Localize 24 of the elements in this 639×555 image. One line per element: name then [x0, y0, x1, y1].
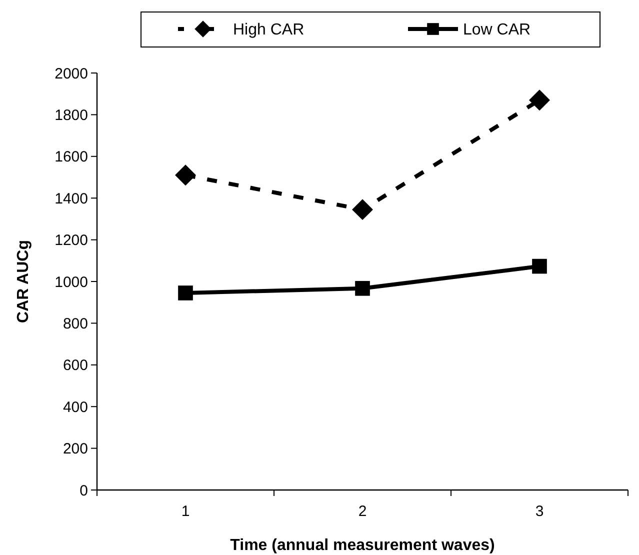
y-tick-label: 1800	[54, 106, 88, 124]
y-tick-label: 400	[62, 398, 88, 416]
point	[532, 258, 547, 274]
y-tick-label: 0	[80, 482, 88, 500]
point	[355, 280, 370, 296]
y-tick-label: 1600	[54, 148, 88, 166]
y-tick-label: 600	[62, 357, 88, 374]
y-axis-title: CAR AUCg	[15, 240, 32, 323]
legend-label: Low CAR	[463, 22, 531, 39]
point	[178, 286, 193, 300]
point	[529, 90, 550, 111]
y-tick-label: 2000	[54, 65, 88, 82]
x-tick-label: 1	[181, 503, 190, 520]
y-tick-label: 200	[62, 440, 88, 458]
y-tick-label: 800	[62, 315, 88, 332]
point	[352, 199, 373, 220]
y-tick-label: 1200	[54, 232, 88, 250]
legend-label: High CAR	[233, 22, 304, 39]
x-tick-label: 3	[535, 503, 544, 520]
y-tick-label: 1400	[54, 190, 88, 208]
point	[175, 164, 196, 186]
x-tick-label: 2	[358, 503, 367, 520]
x-axis-title: Time (annual measurement waves)	[230, 537, 495, 554]
y-tick-label: 1000	[54, 274, 88, 291]
